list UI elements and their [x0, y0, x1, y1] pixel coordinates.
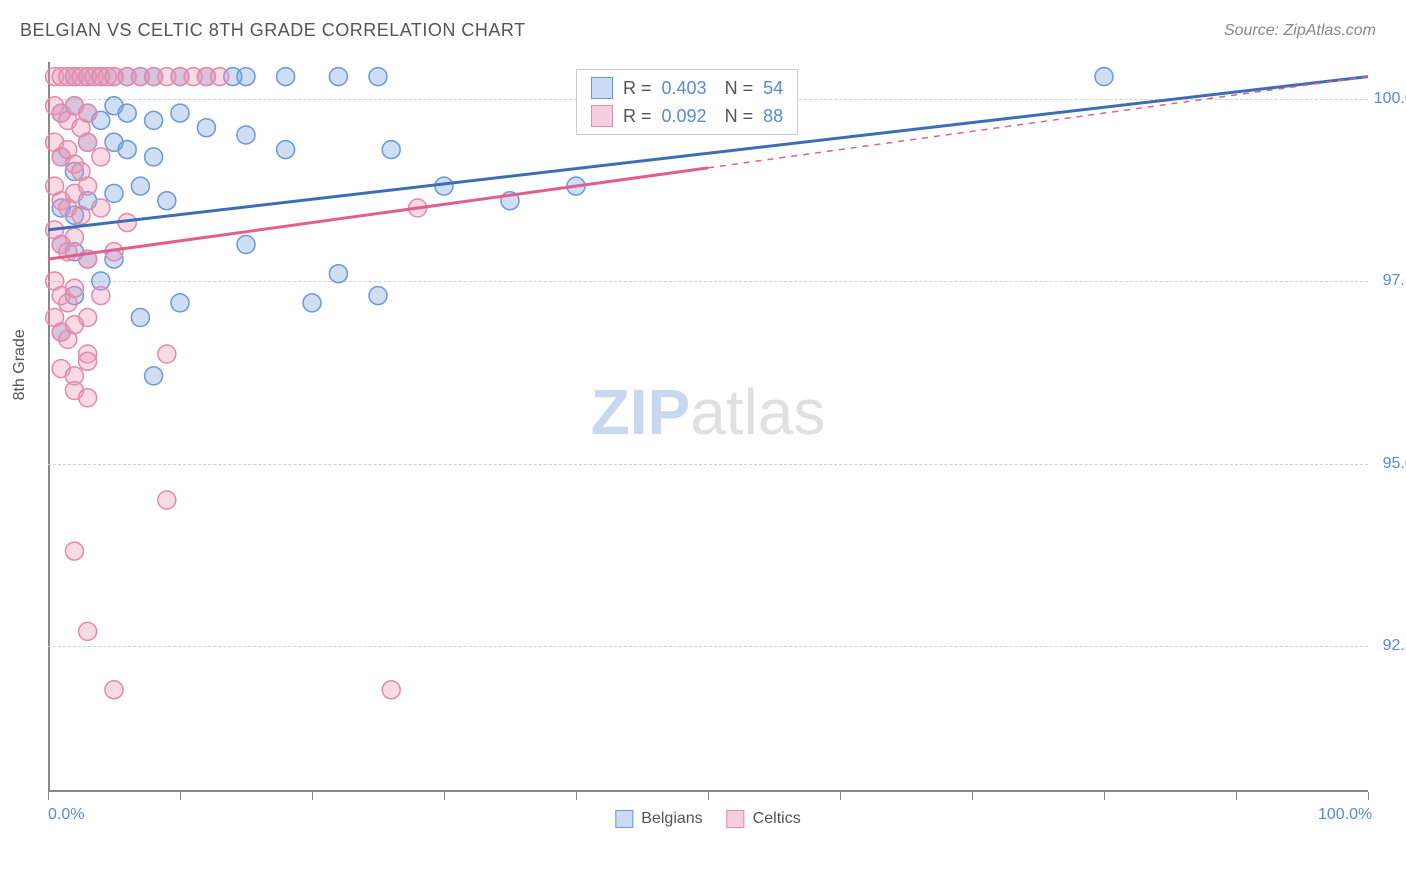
scatter-point [105, 184, 123, 202]
x-tick [840, 792, 841, 800]
legend-bottom: Belgians Celtics [615, 810, 800, 828]
scatter-point [79, 177, 97, 195]
scatter-point [92, 148, 110, 166]
scatter-point [79, 389, 97, 407]
scatter-point [79, 133, 97, 151]
x-tick [1368, 792, 1369, 800]
n-label: N = [725, 74, 754, 102]
scatter-point [171, 104, 189, 122]
legend-row: R = 0.403 N = 54 [591, 74, 783, 102]
scatter-point [171, 294, 189, 312]
legend-top: R = 0.403 N = 54 R = 0.092 N = 88 [576, 69, 798, 135]
x-tick-label: 0.0% [48, 806, 84, 824]
x-tick [312, 792, 313, 800]
r-value: 0.403 [662, 74, 707, 102]
y-tick-label: 95.0% [1383, 455, 1406, 473]
scatter-point [158, 345, 176, 363]
scatter-point [382, 141, 400, 159]
legend-label: Belgians [641, 810, 702, 828]
scatter-point [65, 228, 83, 246]
scatter-point [131, 177, 149, 195]
scatter-point [303, 294, 321, 312]
r-label: R = [623, 74, 652, 102]
chart-container: 8th Grade 92.5%95.0%97.5%100.0% 0.0%100.… [48, 62, 1368, 792]
scatter-point [197, 119, 215, 137]
y-tick-label: 97.5% [1383, 272, 1406, 290]
y-tick-label: 100.0% [1374, 90, 1406, 108]
n-value: 54 [763, 74, 783, 102]
legend-swatch [591, 77, 613, 99]
scatter-point [158, 192, 176, 210]
scatter-point [92, 199, 110, 217]
legend-swatch [591, 105, 613, 127]
scatter-point [237, 126, 255, 144]
chart-source: Source: ZipAtlas.com [1224, 22, 1376, 40]
x-tick [708, 792, 709, 800]
scatter-point [237, 236, 255, 254]
scatter-point [1095, 68, 1113, 86]
legend-bottom-item: Belgians [615, 810, 702, 828]
scatter-point [145, 148, 163, 166]
scatter-point [277, 141, 295, 159]
chart-title: BELGIAN VS CELTIC 8TH GRADE CORRELATION … [20, 20, 526, 41]
scatter-point [329, 265, 347, 283]
scatter-point [65, 316, 83, 334]
scatter-point [105, 681, 123, 699]
regression-line-dashed [708, 77, 1368, 168]
n-value: 88 [763, 102, 783, 130]
scatter-point [72, 206, 90, 224]
scatter-point [329, 68, 347, 86]
scatter-point [277, 68, 295, 86]
legend-swatch [727, 810, 745, 828]
scatter-point [118, 141, 136, 159]
scatter-point [131, 309, 149, 327]
legend-bottom-item: Celtics [727, 810, 801, 828]
scatter-point [369, 287, 387, 305]
x-tick [576, 792, 577, 800]
scatter-point [92, 287, 110, 305]
legend-swatch [615, 810, 633, 828]
scatter-point [65, 279, 83, 297]
scatter-point [79, 352, 97, 370]
x-tick [1104, 792, 1105, 800]
x-tick-label: 100.0% [1318, 806, 1372, 824]
x-tick [972, 792, 973, 800]
n-label: N = [725, 102, 754, 130]
scatter-point [145, 367, 163, 385]
x-tick [180, 792, 181, 800]
scatter-point [79, 104, 97, 122]
scatter-point [145, 111, 163, 129]
y-axis-label: 8th Grade [11, 329, 29, 400]
x-tick [1236, 792, 1237, 800]
r-label: R = [623, 102, 652, 130]
y-tick-label: 92.5% [1383, 637, 1406, 655]
scatter-point [211, 68, 229, 86]
scatter-point [79, 622, 97, 640]
x-tick [444, 792, 445, 800]
scatter-point [65, 542, 83, 560]
legend-label: Celtics [753, 810, 801, 828]
scatter-point [237, 68, 255, 86]
r-value: 0.092 [662, 102, 707, 130]
scatter-point [118, 104, 136, 122]
scatter-point [158, 491, 176, 509]
plot-svg [48, 62, 1368, 792]
scatter-point [369, 68, 387, 86]
x-tick [48, 792, 49, 800]
scatter-point [382, 681, 400, 699]
legend-row: R = 0.092 N = 88 [591, 102, 783, 130]
